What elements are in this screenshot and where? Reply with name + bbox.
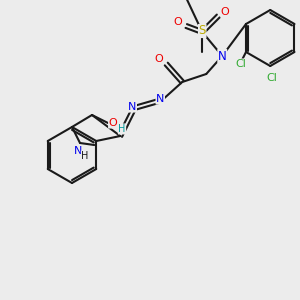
Text: N: N	[218, 50, 226, 62]
Text: O: O	[155, 54, 164, 64]
Text: H: H	[81, 151, 89, 161]
Text: O: O	[174, 17, 183, 27]
Text: N: N	[128, 102, 136, 112]
Text: S: S	[199, 25, 206, 38]
Text: Cl: Cl	[267, 73, 278, 83]
Text: N: N	[74, 146, 82, 156]
Text: Cl: Cl	[236, 59, 246, 69]
Text: H: H	[118, 124, 126, 134]
Text: O: O	[221, 7, 230, 17]
Text: O: O	[109, 118, 117, 128]
Text: N: N	[156, 94, 164, 104]
